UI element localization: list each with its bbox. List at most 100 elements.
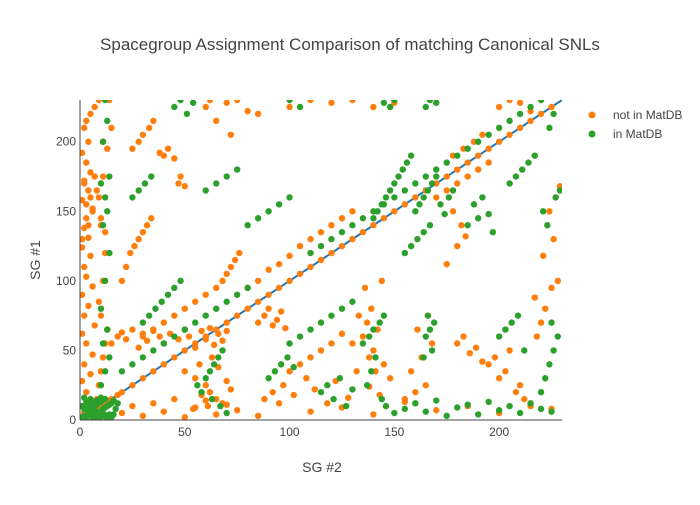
data-point[interactable] (118, 409, 126, 417)
data-point[interactable] (290, 363, 297, 371)
data-point[interactable] (80, 361, 88, 368)
data-point[interactable] (311, 386, 318, 393)
data-point[interactable] (454, 242, 461, 250)
data-point[interactable] (104, 326, 111, 333)
data-point[interactable] (370, 222, 377, 229)
data-point[interactable] (464, 145, 471, 152)
data-point[interactable] (359, 215, 367, 222)
data-point[interactable] (131, 242, 138, 250)
data-point[interactable] (143, 337, 151, 344)
data-point[interactable] (99, 340, 107, 347)
data-point[interactable] (412, 194, 419, 201)
data-point[interactable] (89, 208, 96, 215)
data-point[interactable] (296, 103, 304, 111)
data-point[interactable] (485, 145, 492, 152)
data-point[interactable] (171, 312, 178, 319)
data-point[interactable] (372, 354, 379, 361)
data-point[interactable] (265, 208, 272, 215)
data-point[interactable] (542, 375, 549, 382)
data-point[interactable] (495, 138, 503, 145)
data-point[interactable] (148, 173, 155, 180)
data-point[interactable] (554, 277, 562, 285)
data-point[interactable] (349, 222, 356, 229)
data-point[interactable] (87, 194, 94, 201)
data-point[interactable] (296, 333, 304, 340)
data-point[interactable] (420, 354, 427, 361)
data-point[interactable] (506, 402, 513, 410)
data-point[interactable] (198, 388, 205, 396)
data-point[interactable] (244, 284, 251, 292)
data-point[interactable] (192, 319, 199, 326)
data-point[interactable] (290, 391, 297, 399)
data-point[interactable] (99, 222, 107, 229)
data-point[interactable] (83, 117, 90, 125)
data-point[interactable] (382, 402, 390, 410)
data-point[interactable] (349, 298, 356, 305)
data-point[interactable] (108, 124, 115, 132)
data-point[interactable] (150, 117, 157, 125)
data-point[interactable] (349, 340, 356, 347)
data-point[interactable] (271, 368, 279, 375)
data-point[interactable] (474, 138, 482, 145)
data-point[interactable] (83, 215, 90, 222)
data-point[interactable] (85, 138, 92, 145)
data-point[interactable] (546, 208, 553, 215)
data-point[interactable] (399, 166, 406, 173)
data-point[interactable] (160, 408, 168, 415)
data-point[interactable] (91, 173, 98, 180)
data-point[interactable] (401, 201, 409, 208)
data-point[interactable] (254, 215, 262, 222)
data-point[interactable] (531, 294, 538, 301)
data-point[interactable] (89, 283, 96, 290)
data-point[interactable] (338, 242, 346, 250)
data-point[interactable] (527, 103, 534, 111)
data-point[interactable] (286, 103, 293, 111)
data-point[interactable] (349, 386, 356, 393)
data-point[interactable] (213, 284, 220, 292)
data-point[interactable] (97, 382, 105, 389)
data-point[interactable] (233, 407, 241, 414)
data-point[interactable] (227, 386, 235, 393)
data-point[interactable] (407, 152, 415, 159)
data-point[interactable] (150, 400, 157, 407)
data-point[interactable] (202, 312, 209, 319)
data-point[interactable] (219, 277, 226, 285)
data-point[interactable] (158, 298, 165, 305)
data-point[interactable] (345, 394, 352, 401)
data-point[interactable] (215, 330, 222, 337)
data-point[interactable] (363, 319, 371, 326)
data-point[interactable] (349, 97, 356, 104)
data-point[interactable] (556, 187, 563, 194)
data-point[interactable] (317, 388, 325, 396)
data-point[interactable] (171, 284, 178, 292)
data-point[interactable] (544, 222, 551, 229)
data-point[interactable] (99, 173, 107, 180)
data-point[interactable] (244, 222, 251, 229)
legend-item[interactable]: in MatDB (588, 127, 663, 141)
data-point[interactable] (254, 277, 262, 285)
data-point[interactable] (366, 354, 373, 361)
data-point[interactable] (516, 124, 524, 132)
data-point[interactable] (91, 103, 98, 111)
data-point[interactable] (265, 375, 272, 382)
data-point[interactable] (177, 173, 184, 180)
data-point[interactable] (80, 312, 88, 319)
data-point[interactable] (363, 382, 371, 389)
data-point[interactable] (464, 159, 471, 166)
data-point[interactable] (338, 330, 346, 337)
data-point[interactable] (428, 180, 436, 187)
data-point[interactable] (233, 312, 241, 319)
data-point[interactable] (79, 291, 86, 298)
data-point[interactable] (223, 298, 230, 305)
data-point[interactable] (537, 110, 545, 118)
data-point[interactable] (181, 326, 188, 333)
data-point[interactable] (449, 187, 457, 194)
data-point[interactable] (420, 228, 427, 236)
data-point[interactable] (204, 402, 212, 410)
data-point[interactable] (491, 354, 499, 361)
data-point[interactable] (512, 388, 520, 396)
data-point[interactable] (213, 305, 220, 312)
data-point[interactable] (202, 382, 209, 389)
data-point[interactable] (378, 395, 385, 403)
data-point[interactable] (192, 298, 199, 305)
